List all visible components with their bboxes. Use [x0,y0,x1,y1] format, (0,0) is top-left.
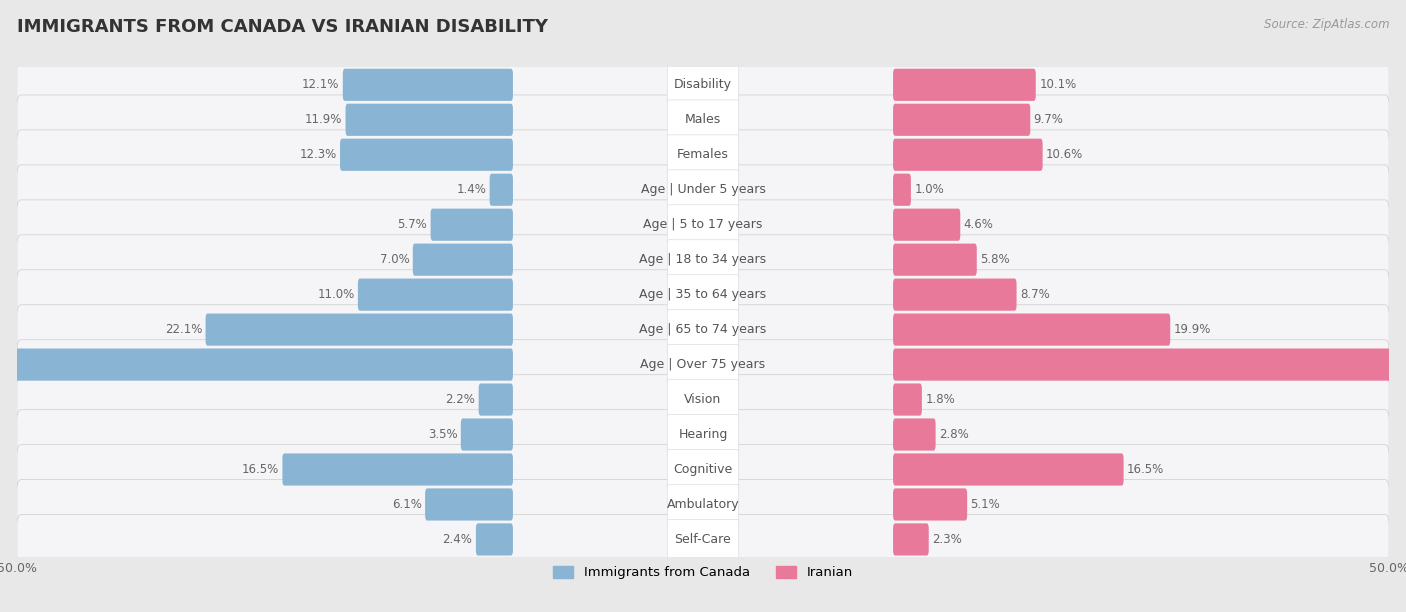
FancyBboxPatch shape [668,65,738,105]
Text: 2.3%: 2.3% [932,533,962,546]
Text: Age | 18 to 34 years: Age | 18 to 34 years [640,253,766,266]
FancyBboxPatch shape [668,485,738,524]
FancyBboxPatch shape [893,103,1031,136]
Text: 4.6%: 4.6% [963,218,994,231]
FancyBboxPatch shape [893,348,1406,381]
FancyBboxPatch shape [17,165,1389,215]
Text: 3.5%: 3.5% [427,428,457,441]
FancyBboxPatch shape [205,313,513,346]
FancyBboxPatch shape [668,310,738,349]
Text: 12.1%: 12.1% [302,78,339,91]
Text: 9.7%: 9.7% [1033,113,1063,126]
FancyBboxPatch shape [461,419,513,450]
Legend: Immigrants from Canada, Iranian: Immigrants from Canada, Iranian [548,561,858,584]
FancyBboxPatch shape [893,174,911,206]
FancyBboxPatch shape [893,453,1123,485]
Text: 7.0%: 7.0% [380,253,409,266]
FancyBboxPatch shape [17,60,1389,110]
Text: 11.9%: 11.9% [305,113,342,126]
Text: 8.7%: 8.7% [1019,288,1050,301]
FancyBboxPatch shape [668,100,738,140]
Text: Age | Under 5 years: Age | Under 5 years [641,183,765,196]
Text: Males: Males [685,113,721,126]
FancyBboxPatch shape [346,103,513,136]
FancyBboxPatch shape [283,453,513,485]
FancyBboxPatch shape [668,414,738,455]
Text: 2.2%: 2.2% [446,393,475,406]
FancyBboxPatch shape [475,523,513,556]
Text: Source: ZipAtlas.com: Source: ZipAtlas.com [1264,18,1389,31]
FancyBboxPatch shape [478,384,513,416]
FancyBboxPatch shape [893,69,1036,101]
FancyBboxPatch shape [668,135,738,174]
Text: Self-Care: Self-Care [675,533,731,546]
FancyBboxPatch shape [668,450,738,490]
Text: Vision: Vision [685,393,721,406]
Text: Hearing: Hearing [678,428,728,441]
FancyBboxPatch shape [893,419,935,450]
FancyBboxPatch shape [17,305,1389,354]
FancyBboxPatch shape [17,340,1389,389]
Text: Females: Females [678,148,728,161]
Text: Cognitive: Cognitive [673,463,733,476]
Text: Age | Over 75 years: Age | Over 75 years [641,358,765,371]
FancyBboxPatch shape [893,244,977,276]
FancyBboxPatch shape [17,130,1389,179]
FancyBboxPatch shape [893,313,1170,346]
FancyBboxPatch shape [668,275,738,315]
FancyBboxPatch shape [17,515,1389,564]
Text: Age | 5 to 17 years: Age | 5 to 17 years [644,218,762,231]
Text: 19.9%: 19.9% [1174,323,1211,336]
Text: 1.8%: 1.8% [925,393,955,406]
FancyBboxPatch shape [668,170,738,210]
Text: 10.6%: 10.6% [1046,148,1083,161]
FancyBboxPatch shape [893,523,929,556]
FancyBboxPatch shape [413,244,513,276]
FancyBboxPatch shape [343,69,513,101]
Text: 1.0%: 1.0% [914,183,943,196]
Text: IMMIGRANTS FROM CANADA VS IRANIAN DISABILITY: IMMIGRANTS FROM CANADA VS IRANIAN DISABI… [17,18,548,36]
Text: 11.0%: 11.0% [318,288,354,301]
Text: 16.5%: 16.5% [242,463,278,476]
Text: 5.1%: 5.1% [970,498,1000,511]
Text: 5.8%: 5.8% [980,253,1010,266]
Text: 6.1%: 6.1% [392,498,422,511]
FancyBboxPatch shape [893,139,1043,171]
FancyBboxPatch shape [893,488,967,521]
FancyBboxPatch shape [0,348,513,381]
FancyBboxPatch shape [425,488,513,521]
FancyBboxPatch shape [668,240,738,280]
Text: 10.1%: 10.1% [1039,78,1077,91]
Text: 1.4%: 1.4% [457,183,486,196]
Text: Disability: Disability [673,78,733,91]
Text: 22.1%: 22.1% [165,323,202,336]
Text: Ambulatory: Ambulatory [666,498,740,511]
FancyBboxPatch shape [893,384,922,416]
FancyBboxPatch shape [489,174,513,206]
FancyBboxPatch shape [340,139,513,171]
FancyBboxPatch shape [359,278,513,311]
Text: 5.7%: 5.7% [398,218,427,231]
FancyBboxPatch shape [17,409,1389,460]
FancyBboxPatch shape [668,205,738,245]
FancyBboxPatch shape [668,379,738,419]
Text: 12.3%: 12.3% [299,148,336,161]
Text: 16.5%: 16.5% [1128,463,1164,476]
FancyBboxPatch shape [17,375,1389,424]
Text: Age | 65 to 74 years: Age | 65 to 74 years [640,323,766,336]
Text: Age | 35 to 64 years: Age | 35 to 64 years [640,288,766,301]
FancyBboxPatch shape [668,520,738,559]
FancyBboxPatch shape [17,200,1389,250]
FancyBboxPatch shape [17,445,1389,494]
FancyBboxPatch shape [17,480,1389,529]
FancyBboxPatch shape [17,270,1389,319]
FancyBboxPatch shape [17,95,1389,144]
FancyBboxPatch shape [430,209,513,241]
FancyBboxPatch shape [893,278,1017,311]
FancyBboxPatch shape [668,345,738,384]
FancyBboxPatch shape [893,209,960,241]
Text: 2.8%: 2.8% [939,428,969,441]
Text: 2.4%: 2.4% [443,533,472,546]
FancyBboxPatch shape [17,235,1389,285]
